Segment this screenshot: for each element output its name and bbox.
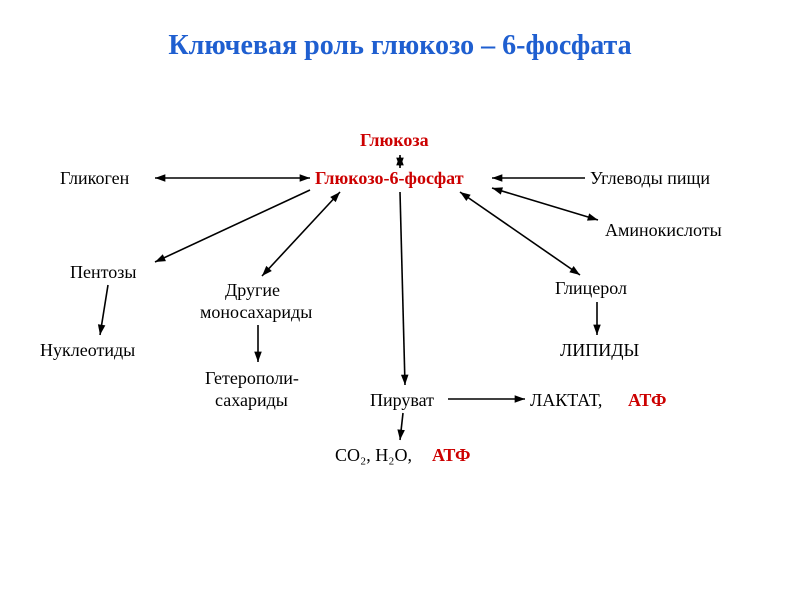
node-amino: Аминокислоты bbox=[605, 220, 722, 241]
node-co2h2o: CO₂, H₂O, bbox=[335, 445, 412, 466]
node-carbs: Углеводы пищи bbox=[590, 168, 710, 189]
node-g6p: Глюкозо-6-фосфат bbox=[315, 168, 464, 189]
diagram-canvas: Ключевая роль глюкозо – 6-фосфата Глюкоз… bbox=[0, 0, 800, 600]
node-atp1: АТФ bbox=[432, 445, 471, 466]
node-glycogen: Гликоген bbox=[60, 168, 129, 189]
node-pentoses: Пентозы bbox=[70, 262, 136, 283]
node-glycerol: Глицерол bbox=[555, 278, 627, 299]
node-glucose: Глюкоза bbox=[360, 130, 429, 151]
node-hetero2: сахариды bbox=[215, 390, 288, 411]
node-lipids: ЛИПИДЫ bbox=[560, 340, 639, 361]
node-othermono1: Другие bbox=[225, 280, 280, 301]
node-hetero1: Гетерополи- bbox=[205, 368, 299, 389]
arrows-layer bbox=[0, 0, 800, 600]
node-pyruvate: Пируват bbox=[370, 390, 434, 411]
node-othermono2: моносахариды bbox=[200, 302, 312, 323]
node-nucleotides: Нуклеотиды bbox=[40, 340, 135, 361]
node-atp2: АТФ bbox=[628, 390, 667, 411]
node-lactate: ЛАКТАТ, bbox=[530, 390, 602, 411]
